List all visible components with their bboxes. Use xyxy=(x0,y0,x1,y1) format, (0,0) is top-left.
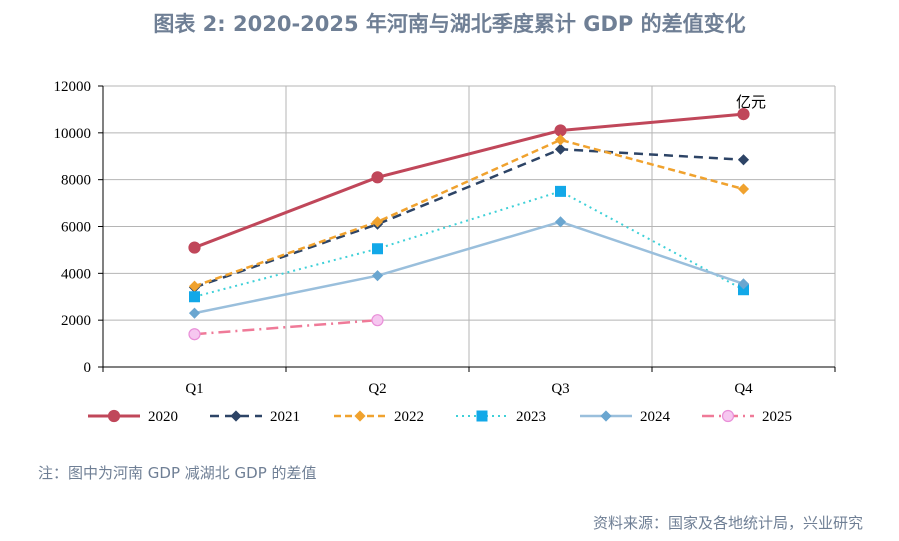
grid-lines xyxy=(103,85,836,368)
y-tick-label: 12000 xyxy=(54,79,92,95)
legend-item-2020: 2020 xyxy=(88,409,178,425)
source-note: 资料来源：国家及各地统计局，兴业研究 xyxy=(592,514,863,532)
series-2023 xyxy=(189,185,749,303)
data-point-2023 xyxy=(189,291,200,303)
y-tick-label: 0 xyxy=(84,360,92,376)
data-point-2024 xyxy=(737,278,750,290)
y-axis: 0 2000 4000 6000 8000 10000 12000 xyxy=(54,79,104,376)
footnote: 注：图中为河南 GDP 减湖北 GDP 的差值 xyxy=(38,464,317,482)
y-tick-label: 8000 xyxy=(61,173,91,189)
data-point-2025 xyxy=(371,314,384,327)
legend-item-2022: 2022 xyxy=(334,409,424,425)
series-line-2025 xyxy=(194,318,378,336)
data-point-2021 xyxy=(554,143,567,155)
data-point-2024 xyxy=(554,216,567,228)
legend-label: 2021 xyxy=(270,409,300,425)
data-point-2024 xyxy=(371,270,384,282)
legend-label: 2023 xyxy=(516,409,546,425)
legend-label: 2024 xyxy=(640,409,671,425)
x-tick-label: Q4 xyxy=(734,381,753,397)
series-2022 xyxy=(188,134,750,292)
x-tick-label: Q3 xyxy=(551,381,569,397)
legend-marker xyxy=(354,410,366,422)
legend-marker xyxy=(476,410,488,422)
y-tick-label: 6000 xyxy=(61,220,91,236)
legend-item-2021: 2021 xyxy=(210,409,300,425)
series-2025 xyxy=(188,314,384,341)
data-point-2021 xyxy=(737,154,750,166)
legend-label: 2020 xyxy=(148,409,178,425)
series-line-2024 xyxy=(194,220,744,315)
series-group xyxy=(188,107,750,341)
unit-label: 亿元 xyxy=(736,93,766,111)
data-point-2022 xyxy=(554,134,567,146)
y-tick-label: 4000 xyxy=(61,266,91,282)
legend-item-2025: 2025 xyxy=(702,409,792,425)
y-tick-label: 10000 xyxy=(54,126,92,142)
chart-title: 图表 2: 2020-2025 年河南与湖北季度累计 GDP 的差值变化 xyxy=(153,12,746,36)
x-tick-label: Q1 xyxy=(185,381,203,397)
data-point-2022 xyxy=(737,183,750,195)
legend-marker xyxy=(230,410,242,422)
series-2024 xyxy=(188,216,750,319)
x-tick-label: Q2 xyxy=(368,381,386,397)
series-line-2022 xyxy=(194,138,744,288)
data-point-2020 xyxy=(737,107,750,121)
y-tick-label: 2000 xyxy=(61,313,91,329)
data-point-2022 xyxy=(188,280,201,292)
data-point-2023 xyxy=(555,185,566,197)
data-point-2023 xyxy=(738,284,749,296)
legend-item-2024: 2024 xyxy=(580,409,671,425)
data-point-2025 xyxy=(188,328,201,341)
series-line-2021 xyxy=(194,147,744,289)
legend-marker xyxy=(107,409,121,423)
legend-marker xyxy=(721,409,735,423)
legend-marker xyxy=(600,410,612,422)
legend-item-2023: 2023 xyxy=(456,409,546,425)
data-point-2022 xyxy=(371,216,384,228)
data-point-2020 xyxy=(371,171,384,184)
data-point-2024 xyxy=(188,307,201,319)
legend-label: 2022 xyxy=(394,409,424,425)
legend-label: 2025 xyxy=(762,409,792,425)
series-line-2020 xyxy=(193,112,744,249)
x-axis: Q1 Q2 Q3 Q4 xyxy=(102,366,836,397)
data-point-2023 xyxy=(372,243,383,255)
data-point-2020 xyxy=(188,241,201,254)
legend: 2020 2021 2022 2023 2024 2025 xyxy=(88,409,792,425)
